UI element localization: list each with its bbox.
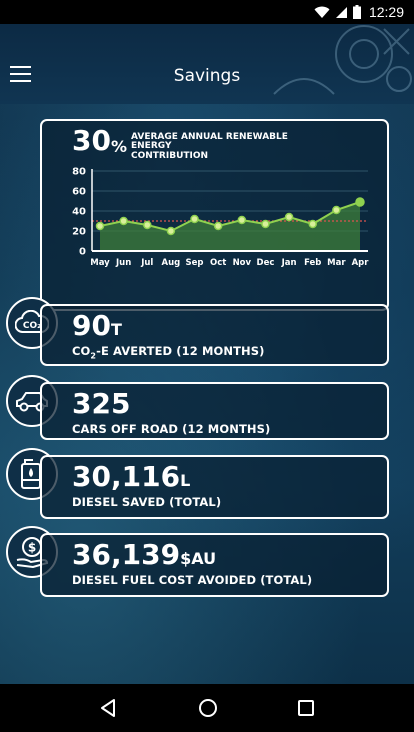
chart-x-tick-label: Oct <box>210 258 226 268</box>
diesel-saved-value: 30,116 <box>72 460 181 493</box>
cars-off-road-card[interactable]: 325 CARS OFF ROAD (12 MONTHS) <box>40 382 389 440</box>
chart-x-tick-label: Sep <box>186 258 204 268</box>
chart-point <box>119 216 128 226</box>
chart-point <box>95 221 105 231</box>
chart-x-tick-label: Nov <box>233 258 252 268</box>
decorative-pattern-icon <box>273 25 412 95</box>
chart-x-tick-label: May <box>90 258 110 268</box>
chart-point <box>143 220 152 230</box>
chart-y-tick-label: 80 <box>72 167 86 178</box>
chart-y-tick-label: 20 <box>72 227 86 238</box>
back-icon[interactable] <box>99 698 119 718</box>
diesel-saved-unit: L <box>180 471 191 490</box>
chart-point <box>213 221 223 231</box>
fuel-cost-value: 36,139 <box>72 538 181 571</box>
chart-x-tick-label: Jan <box>281 258 297 268</box>
chart-y-tick-label: 40 <box>72 207 86 218</box>
co2-unit: T <box>110 320 122 339</box>
chart-point <box>166 226 176 236</box>
renewable-percent-sign: % <box>110 137 127 156</box>
home-icon[interactable] <box>198 698 218 718</box>
chart-area-fill <box>100 202 360 251</box>
status-time: 12:29 <box>368 4 404 20</box>
signal-icon <box>335 6 347 18</box>
chart-x-tick-label: Apr <box>352 258 370 268</box>
app-content: Savings 30 % AVERAGE ANNUAL RENEWABLE EN… <box>0 24 414 684</box>
renewable-header: 30 % AVERAGE ANNUAL RENEWABLE ENERGY CON… <box>72 127 331 161</box>
diesel-saved-caption: DIESEL SAVED (TOTAL) <box>72 495 222 509</box>
chart-point <box>332 205 341 215</box>
diesel-saved-card[interactable]: 30,116L DIESEL SAVED (TOTAL) <box>40 455 389 519</box>
chart-x-tick-label: Mar <box>327 258 346 268</box>
chart-point <box>261 219 270 229</box>
chart-x-tick-label: Feb <box>304 258 321 268</box>
app-bar: Savings <box>0 24 414 104</box>
renewable-label: AVERAGE ANNUAL RENEWABLE ENERGY CONTRIBU… <box>131 132 288 161</box>
chart-point <box>284 212 294 222</box>
recents-icon[interactable] <box>297 699 315 717</box>
wifi-icon <box>314 6 330 18</box>
cars-caption: CARS OFF ROAD (12 MONTHS) <box>72 422 271 436</box>
svg-text:CO₂: CO₂ <box>23 321 41 331</box>
co2-caption: CO2-E AVERTED (12 MONTHS) <box>72 344 265 361</box>
chart-x-tick-label: Aug <box>162 258 181 268</box>
chart-y-tick-label: 0 <box>79 247 86 258</box>
battery-icon <box>352 5 361 19</box>
status-bar: 12:29 <box>0 0 414 24</box>
chart-x-tick-label: Jun <box>115 258 131 268</box>
co2-averted-card[interactable]: 90T CO2-E AVERTED (12 MONTHS) <box>40 304 389 366</box>
chart-point <box>190 214 199 224</box>
fuel-cost-card[interactable]: 36,139$AU DIESEL FUEL COST AVOIDED (TOTA… <box>40 533 389 597</box>
chart-point <box>308 219 317 229</box>
chart-point <box>237 215 247 225</box>
page-title: Savings <box>173 66 241 86</box>
navigation-bar <box>0 684 414 732</box>
renewable-percent: 30 <box>72 124 111 157</box>
chart-x-tick-label: Dec <box>257 258 275 268</box>
chart-y-tick-label: 60 <box>72 187 86 198</box>
fuel-cost-unit: $AU <box>180 549 217 568</box>
co2-value: 90 <box>72 309 111 342</box>
menu-button[interactable] <box>10 66 32 84</box>
renewable-energy-card[interactable]: 30 % AVERAGE ANNUAL RENEWABLE ENERGY CON… <box>40 119 389 311</box>
cars-value: 325 <box>72 387 131 420</box>
chart-x-tick-label: Jul <box>140 258 153 268</box>
fuel-cost-caption: DIESEL FUEL COST AVOIDED (TOTAL) <box>72 573 313 587</box>
renewable-chart: 0 20 40 60 80 May Jun Jul Aug Sep Oct Nov Dec Jan Feb… <box>72 167 370 269</box>
svg-text:$: $ <box>28 541 36 555</box>
chart-point <box>355 197 365 207</box>
